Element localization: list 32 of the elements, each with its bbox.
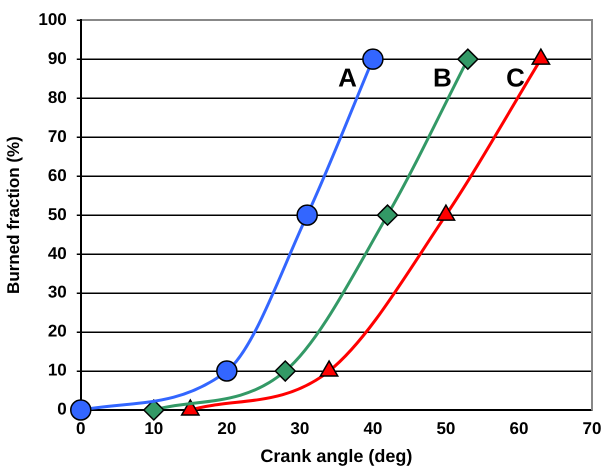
y-tick-label: 20 — [48, 322, 67, 341]
series-label: B — [433, 62, 452, 92]
x-tick-label: 40 — [363, 418, 382, 438]
y-tick-label: 60 — [48, 166, 67, 185]
point — [70, 399, 92, 421]
y-tick-label: 100 — [38, 10, 67, 29]
point — [274, 360, 296, 382]
point — [296, 204, 318, 226]
x-tick-label: 50 — [436, 418, 456, 438]
point — [143, 399, 165, 421]
y-axis-title: Burned fraction (%) — [4, 136, 23, 294]
y-tick-label: 70 — [48, 126, 67, 146]
y-tick-label: 80 — [48, 88, 67, 107]
point — [457, 48, 479, 70]
series-label: C — [506, 62, 526, 92]
point — [362, 48, 384, 70]
y-tick-label: 30 — [48, 282, 67, 302]
x-tick-label: 70 — [582, 418, 602, 438]
y-tick-label: 90 — [48, 48, 67, 68]
point — [216, 360, 238, 382]
y-tick-label: 10 — [48, 360, 67, 380]
x-tick-label: 60 — [510, 418, 528, 438]
x-tick-label: 20 — [217, 418, 236, 438]
x-tick-label: 30 — [290, 418, 310, 438]
y-tick-label: 50 — [48, 204, 67, 224]
y-tick-label: 40 — [48, 244, 67, 263]
point — [376, 204, 398, 226]
y-tick-label: 0 — [57, 400, 67, 419]
x-tick-label: 10 — [144, 418, 164, 438]
x-axis-title: Crank angle (deg) — [260, 446, 412, 466]
x-tick-label: 0 — [76, 418, 86, 438]
series-label: A — [338, 62, 358, 92]
